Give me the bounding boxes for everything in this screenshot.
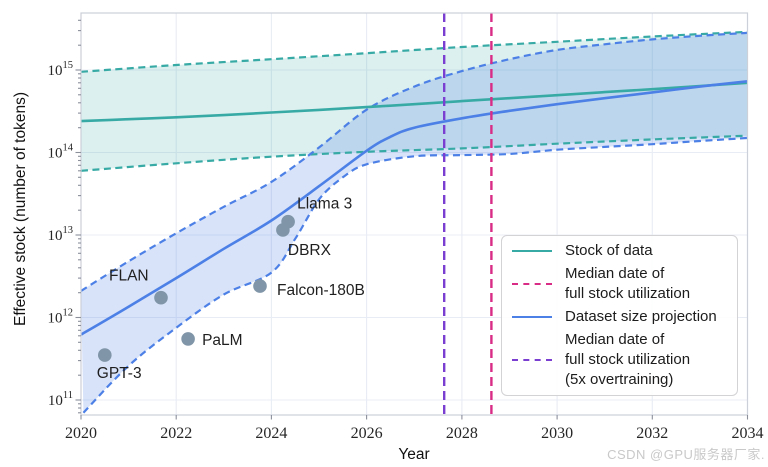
y-tick-label: 1013	[48, 225, 74, 244]
scatter-group: GPT-3 FLAN PaLM Falcon-180B DBRX Llama 3	[97, 196, 365, 382]
watermark: CSDN @GPU服务器厂家.	[607, 447, 765, 462]
legend-swatch-dashed-line-icon	[512, 359, 552, 361]
plot-spines	[80, 12, 749, 416]
y-tick-label: 1015	[48, 60, 74, 79]
scatter-label-flan: FLAN	[109, 268, 149, 285]
data-point-flan	[154, 290, 168, 305]
x-tick-label: 2034	[732, 425, 764, 442]
legend-label-median-date: Median date of full stock utilization	[565, 265, 691, 302]
tick-labels: 2020 2022 2024 2026 2028 2030 2032 2034 1011 1012…	[48, 60, 764, 442]
legend-swatch-solid-line-icon	[512, 316, 552, 318]
tick-marks	[75, 19, 749, 420]
x-axis-title: Year	[398, 446, 430, 463]
data-point-falcon-180b	[253, 279, 267, 293]
y-axis-title: Effective stock (number of tokens)	[12, 91, 29, 327]
legend-swatch-solid-line-icon	[512, 250, 552, 252]
y-tick-label: 1014	[48, 143, 74, 162]
legend-item-stock-of-data: Stock of data	[512, 241, 727, 261]
scatter-label-gpt-3: GPT-3	[97, 365, 142, 382]
legend: Stock of data Median date of full stock …	[501, 235, 738, 396]
scatter-label-llama-3: Llama 3	[297, 196, 352, 213]
x-tick-label: 2024	[255, 425, 287, 442]
y-tick-label: 1012	[48, 308, 74, 327]
x-tick-label: 2028	[446, 425, 478, 442]
series-dataset-size-projection-upper-bound-	[81, 31, 748, 292]
series-stock-of-data-median-	[81, 81, 748, 123]
x-tick-label: 2026	[351, 425, 383, 442]
series-dataset-size-projection-median-	[81, 80, 748, 336]
data-point-palm	[181, 332, 195, 346]
x-tick-label: 2022	[160, 425, 192, 442]
scatter-label-dbrx: DBRX	[288, 242, 332, 259]
legend-item-dataset-size-projection: Dataset size projection	[512, 307, 727, 327]
legend-label-median-date-5x: Median date of full stock utilization (5…	[565, 331, 691, 388]
series-stock-of-data-lower-bound-	[81, 134, 748, 172]
legend-item-median-date-full-stock-utilization: Median date of full stock utilization	[512, 264, 727, 304]
x-tick-label: 2020	[65, 425, 97, 442]
data-point-llama-3	[281, 214, 295, 229]
plot-area	[81, 30, 748, 414]
series-dataset-size-projection-lower-bound-	[82, 136, 748, 414]
series-stock-of-data-upper-bound-	[81, 30, 748, 73]
scatter-label-palm: PaLM	[202, 332, 243, 349]
legend-item-median-date-5x-overtraining: Median date of full stock utilization (5…	[512, 330, 727, 390]
x-tick-label: 2032	[636, 425, 668, 442]
data-point-gpt-3	[98, 348, 112, 362]
dataset-projection-band	[81, 32, 748, 413]
scatter-label-falcon-180b: Falcon-180B	[277, 282, 365, 299]
legend-label-stock-of-data: Stock of data	[565, 242, 653, 259]
stock-of-data-band	[81, 31, 748, 171]
legend-swatch-dashed-line-icon	[512, 283, 552, 285]
y-tick-label: 1011	[48, 390, 73, 409]
legend-label-dataset-size-projection: Dataset size projection	[565, 308, 717, 325]
x-tick-label: 2030	[541, 425, 573, 442]
